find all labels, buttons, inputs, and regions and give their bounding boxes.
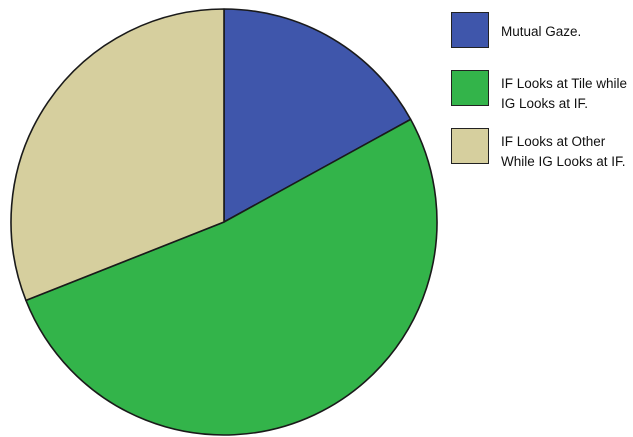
legend-swatch-mutual-gaze	[451, 12, 489, 48]
pie-slice-mutual-gaze	[223, 8, 412, 223]
legend-swatch-if-looks-at-tile	[451, 70, 489, 106]
legend-item-if-looks-at-tile: IF Looks at Tile while IG Looks at IF.	[451, 68, 629, 126]
pie-slice-if-looks-at-tile	[25, 118, 438, 436]
legend-item-mutual-gaze: Mutual Gaze.	[451, 10, 629, 68]
legend-label-if-looks-at-tile: IF Looks at Tile while IG Looks at IF.	[501, 76, 628, 111]
pie-slice-if-looks-at-other	[10, 8, 225, 302]
legend-label-if-looks-at-other: IF Looks at Other While IG Looks at IF.	[501, 134, 626, 169]
legend-label-mutual-gaze: Mutual Gaze.	[501, 24, 582, 39]
legend-swatch-if-looks-at-other	[451, 128, 489, 164]
legend: Mutual Gaze. IF Looks at Tile while IG L…	[451, 10, 629, 190]
pie-slices	[10, 8, 438, 436]
legend-item-if-looks-at-other: IF Looks at Other While IG Looks at IF.	[451, 126, 629, 190]
